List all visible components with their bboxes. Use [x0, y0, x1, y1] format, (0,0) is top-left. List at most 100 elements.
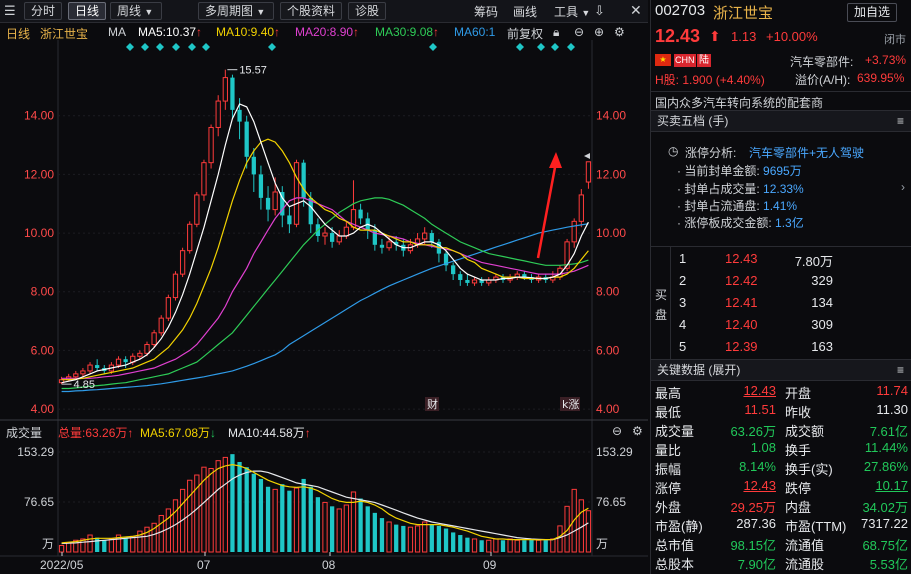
legend-stock-name: 浙江世宝 [40, 27, 89, 41]
candle-body [479, 280, 484, 283]
key-data-table: 最高 12.43 开盘 11.74 最低 11.51 昨收 11.30 成交量 63.26万 成交额… [651, 382, 911, 574]
candle-body [265, 197, 271, 210]
tools-label: 工具 [554, 5, 579, 19]
volume-ma10-text: MA10:44.58万 [228, 426, 305, 440]
line-1-label: 当前封单金额: [684, 164, 760, 178]
price-tick-right: 8.00 [596, 285, 620, 299]
candle-body [272, 191, 278, 211]
ma20-line [61, 197, 589, 379]
adjust-mode[interactable]: 前复权 [507, 27, 544, 41]
volume-bar [550, 538, 556, 553]
sector-label[interactable]: 汽车零部件: [790, 55, 854, 69]
kline-chart[interactable]: 4.00 4.00 6.00 6.00 8.00 8.00 10.00 10.00 12.00 1… [0, 40, 648, 574]
volume-tick-left: 万 [42, 537, 54, 551]
tab-stock-info[interactable]: 个股资料 [280, 2, 343, 20]
volume-bar [329, 506, 335, 552]
add-watchlist-button[interactable]: 加自选 [847, 3, 898, 22]
price-tick-left: 10.00 [24, 226, 54, 240]
bid-row[interactable]: 5 12.39 163 [671, 339, 911, 359]
key-data-row: 成交量 63.26万 成交额 7.61亿 [651, 420, 911, 439]
minus-icon[interactable]: ⊖ [574, 25, 585, 39]
volume-bar [564, 505, 570, 553]
key-data-row: 最高 12.43 开盘 11.74 [651, 382, 911, 401]
volume-settings-icon[interactable]: ⚙ [632, 424, 643, 438]
bid-row[interactable]: 4 12.40 309 [671, 317, 911, 337]
candle-body [151, 332, 157, 346]
plus-icon[interactable]: ⊕ [594, 25, 605, 39]
price-tick-left: 12.00 [24, 167, 54, 181]
volume-bar [151, 522, 157, 553]
company-description: 国内众多汽车转向系统的配套商 [655, 96, 824, 110]
key-label: 开盘 [785, 386, 812, 401]
volume-bar [73, 539, 79, 553]
volume-bar [237, 461, 242, 552]
tab-intraday[interactable]: 分时 [24, 2, 63, 20]
volume-bar [458, 535, 463, 552]
tools-button[interactable]: 工具 ▼ [554, 3, 590, 20]
bid-price: 12.40 [725, 317, 758, 332]
key-data-header[interactable]: 关键数据 (展开) ≡ [651, 359, 911, 381]
candle-body [329, 233, 335, 242]
tab-multi-period[interactable]: 多周期图 ▼ [198, 2, 274, 20]
ma30-line [61, 197, 589, 390]
key-value: 63.26万 [730, 424, 776, 439]
event-badge: k涨 [562, 398, 579, 411]
lock-icon[interactable]: 🔒︎ [553, 25, 560, 39]
chips-button[interactable]: 筹码 [474, 5, 499, 19]
h-share-quote[interactable]: H股: 1.900 (+4.40%) [655, 73, 765, 87]
volume-bar [322, 501, 328, 553]
tab-multi-period-label: 多周期图 [205, 4, 254, 18]
candle-body [258, 174, 264, 198]
key-value: 29.25万 [730, 500, 776, 515]
panel-menu-icon[interactable]: ≡ [896, 363, 904, 377]
key-data-row: 总市值 98.15亿 流通值 68.75亿 [651, 534, 911, 553]
pin-icon[interactable]: ⇩ [594, 3, 605, 18]
tab-daily[interactable]: 日线 [68, 2, 107, 20]
candle-body [58, 379, 65, 384]
candle-body [287, 215, 292, 225]
volume-bar [372, 512, 377, 552]
up-arrow-icon: ↑ [433, 25, 440, 39]
stock-code: 002703 [655, 2, 706, 19]
event-diamond [141, 43, 149, 51]
bid-row[interactable]: 2 12.42 329 [671, 273, 911, 293]
high-marker-label: 15.57 [239, 65, 267, 77]
last-price: 12.43 [655, 26, 701, 46]
bid-row[interactable]: 3 12.41 134 [671, 295, 911, 315]
event-diamond [268, 43, 276, 51]
close-icon[interactable]: ✕ [630, 2, 642, 18]
bid-level: 5 [679, 339, 687, 354]
collapse-arrow-icon[interactable]: › [901, 180, 905, 194]
ma30-value: MA30:9.08↑ [375, 25, 439, 39]
key-value: 1.08 [750, 440, 776, 455]
draw-line-button[interactable]: 画线 [513, 5, 538, 19]
analysis-tags[interactable]: 汽车零部件+无人驾驶 [749, 146, 865, 160]
bid-row[interactable]: 1 12.43 7.80万 [671, 251, 911, 271]
tab-weekly[interactable]: 周线 ▼ [110, 2, 162, 20]
key-data-row: 涨停 12.43 跌停 10.17 [651, 477, 911, 496]
volume-bar [486, 539, 492, 553]
tab-diagnosis[interactable]: 诊股 [348, 2, 387, 20]
ma60-value: MA60:1 [454, 25, 496, 39]
key-label: 昨收 [785, 405, 812, 420]
ma5-value: MA5:10.37↑ [138, 25, 202, 39]
volume-bar [280, 484, 285, 552]
candles [58, 69, 592, 385]
settings-icon[interactable]: ⚙ [614, 25, 625, 39]
candle-body [394, 241, 399, 245]
volume-bar [108, 538, 115, 553]
order-book-header[interactable]: 买卖五档 (手) ≡ [651, 110, 911, 132]
volume-bar [251, 473, 256, 552]
volume-minus-icon[interactable]: ⊖ [612, 424, 623, 438]
key-data-row: 市盈(静) 287.36 市盈(TTM) 7317.22 [651, 515, 911, 534]
candle-body [443, 253, 449, 266]
candle-body [564, 241, 570, 269]
key-value: 12.43 [743, 383, 776, 398]
panel-menu-icon[interactable]: ≡ [896, 114, 904, 128]
key-value: 287.36 [736, 516, 776, 531]
bid-level: 2 [679, 273, 687, 288]
key-value: 11.30 [876, 402, 908, 417]
menu-icon[interactable]: ☰ [4, 3, 16, 18]
volume-total: 总量:63.26万↑ [58, 424, 133, 441]
candle-body [80, 370, 86, 375]
